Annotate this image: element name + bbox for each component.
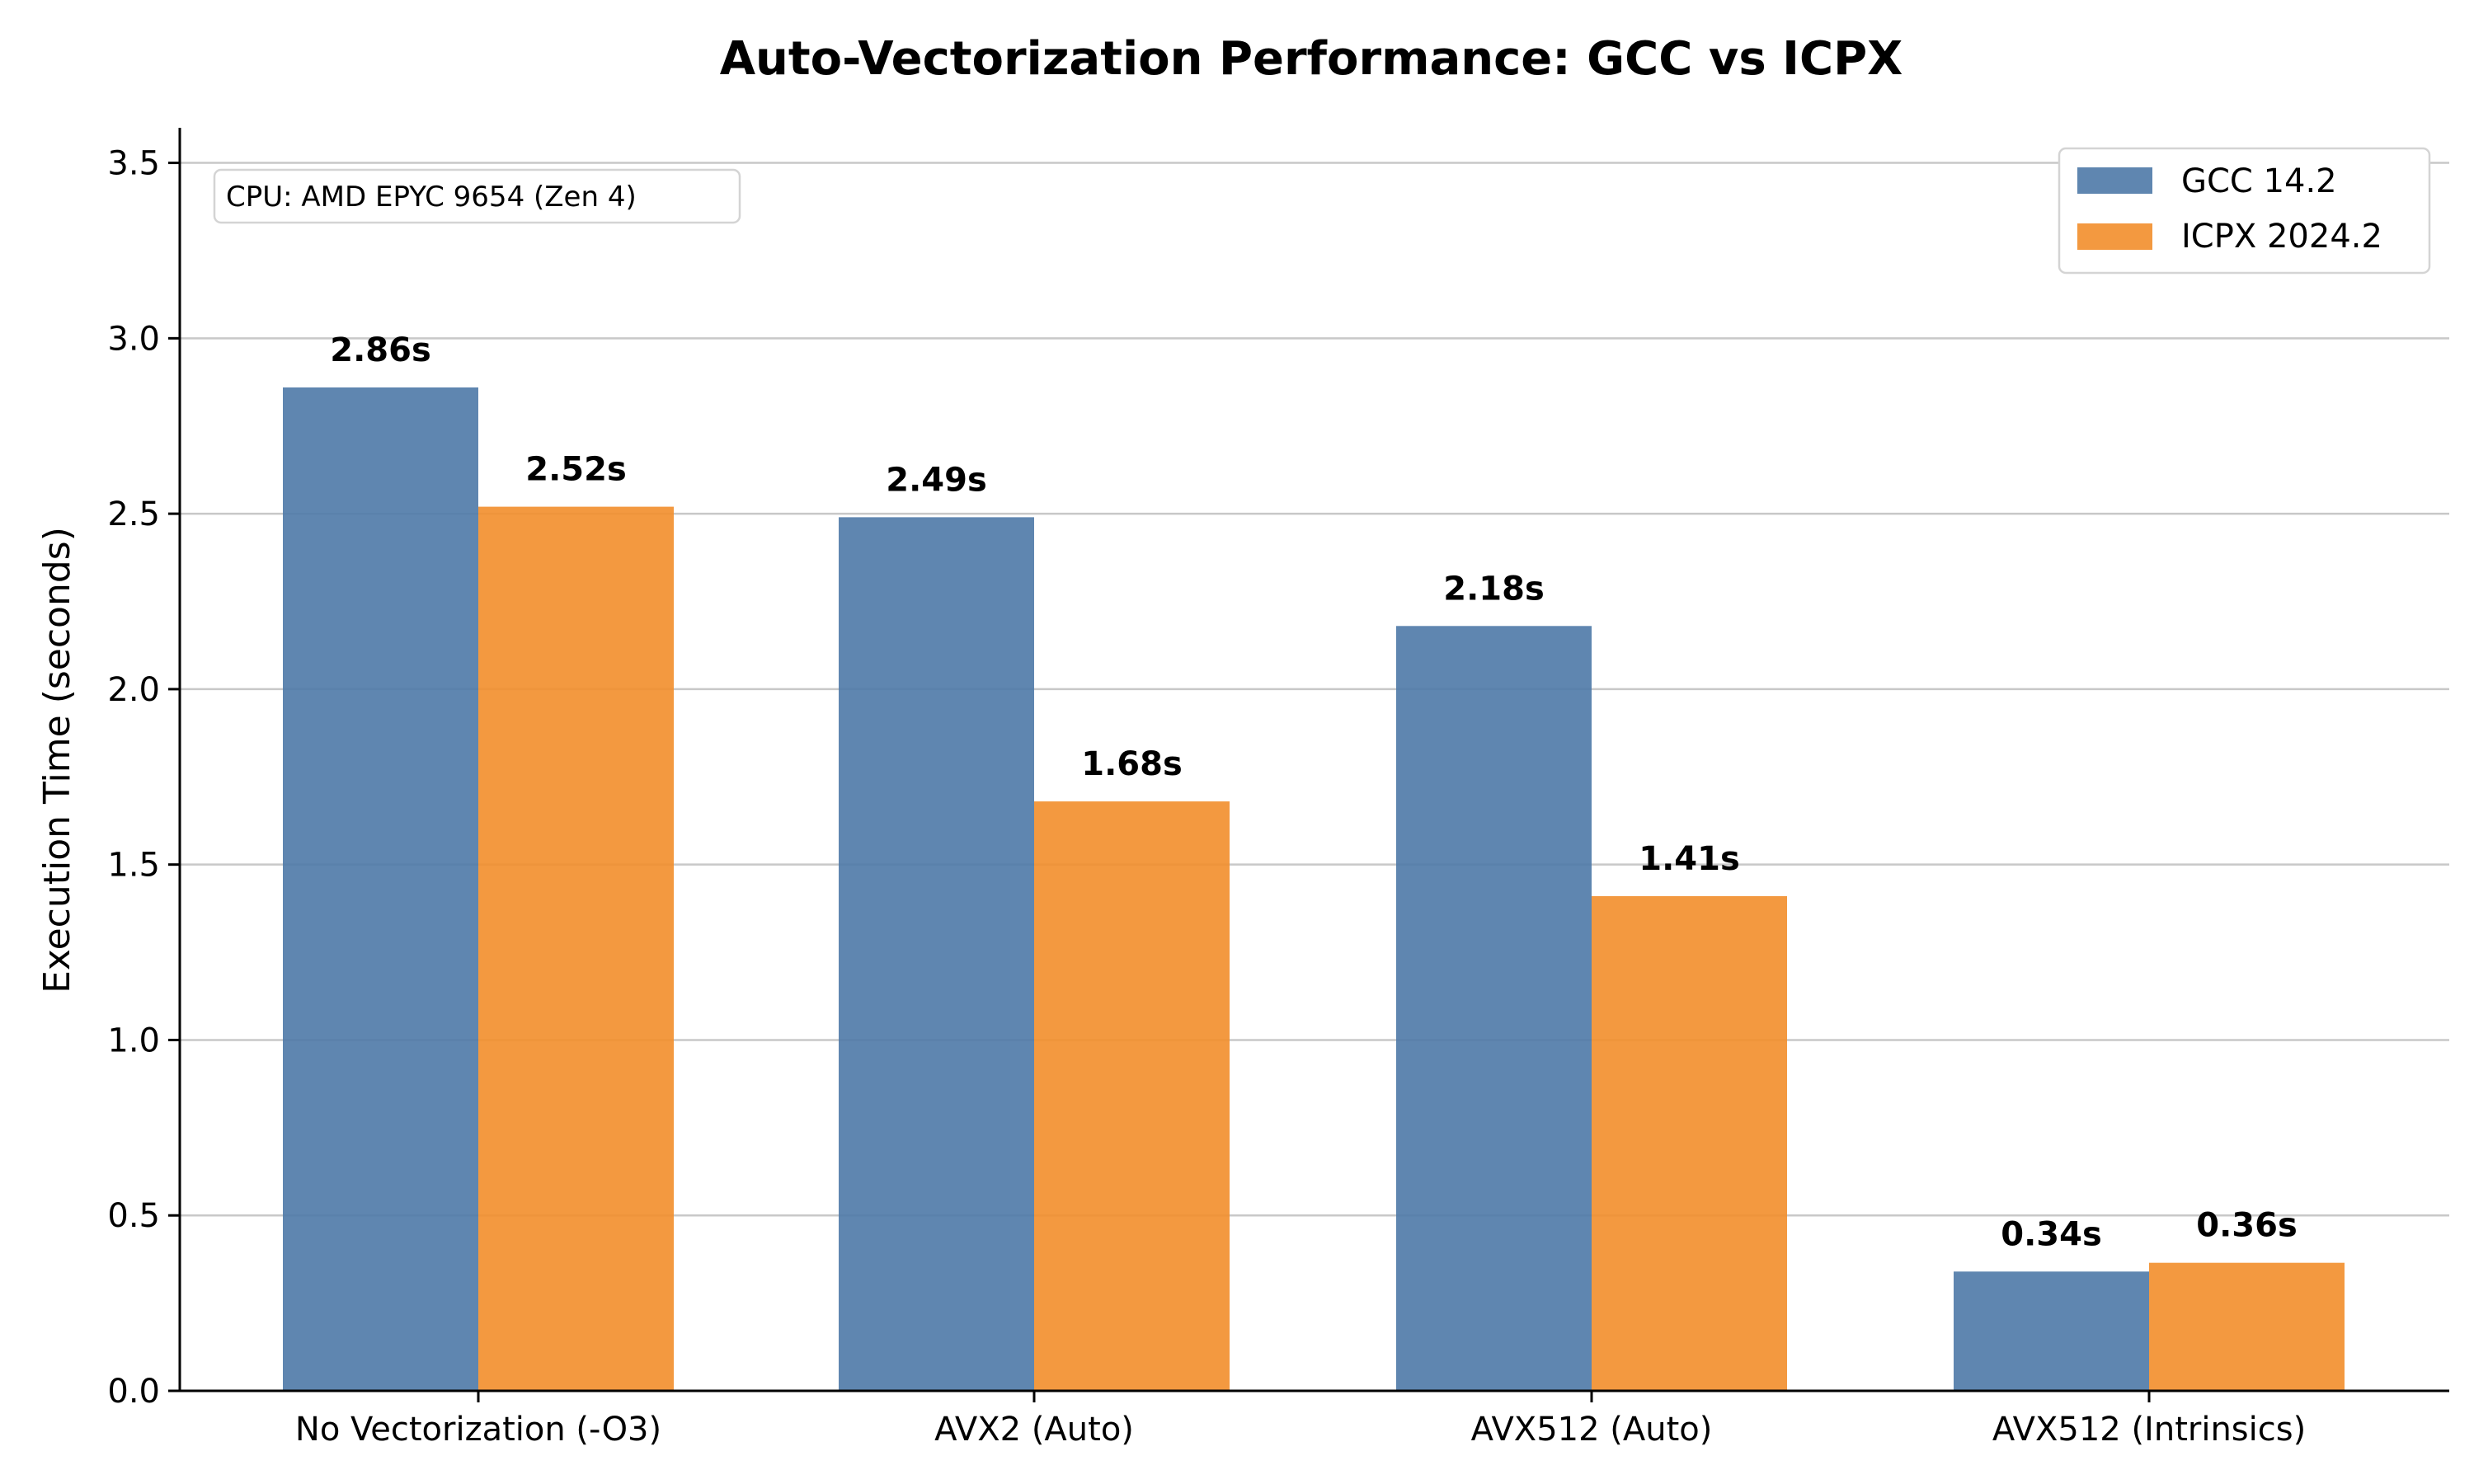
bar-icpx xyxy=(1592,895,1787,1391)
bar-value-label: 1.68s xyxy=(1081,745,1183,783)
bar-icpx xyxy=(478,506,674,1391)
y-tick-label: 1.0 xyxy=(107,1021,160,1059)
bar-value-label: 2.86s xyxy=(330,331,431,369)
x-tick-label: No Vectorization (-O3) xyxy=(295,1411,661,1449)
x-tick-label: AVX512 (Auto) xyxy=(1471,1411,1713,1449)
bar-gcc xyxy=(839,517,1034,1391)
axes: 0.0 0.5 1.0 1.5 2.0 2.5 3.0 3.5 No Vectorization… xyxy=(107,128,2449,1449)
chart-title: Auto-Vectorization Performance: GCC vs I… xyxy=(720,32,1903,86)
annotation-text: CPU: AMD EPYC 9654 (Zen 4) xyxy=(226,181,637,214)
bar-value-label: 0.36s xyxy=(2196,1207,2298,1245)
legend-label-icpx: ICPX 2024.2 xyxy=(2181,218,2382,256)
bar-value-label: 2.18s xyxy=(1443,570,1545,608)
y-tick-label: 3.5 xyxy=(107,145,160,183)
cpu-annotation: CPU: AMD EPYC 9654 (Zen 4) xyxy=(213,168,741,224)
bars xyxy=(283,387,2345,1391)
bar-value-label: 2.49s xyxy=(886,461,987,499)
y-axis-label: Execution Time (seconds) xyxy=(36,527,78,993)
bar-value-label: 0.34s xyxy=(2001,1215,2102,1253)
legend-label-gcc: GCC 14.2 xyxy=(2181,162,2337,200)
y-tick-label: 2.0 xyxy=(107,671,160,709)
x-tick-label: AVX512 (Intrinsics) xyxy=(1992,1411,2306,1449)
data-labels: 2.86s 2.52s 2.49s 1.68s 2.18s 1.41s 0.34s 0.36s xyxy=(330,331,2298,1253)
bar-gcc xyxy=(1954,1271,2149,1391)
bar-gcc xyxy=(283,387,478,1391)
annotation-box-frame xyxy=(213,168,741,224)
y-tick-label: 1.5 xyxy=(107,847,160,885)
legend-swatch-gcc xyxy=(2077,167,2152,194)
x-tick-label: AVX2 (Auto) xyxy=(934,1411,1134,1449)
y-tick-label: 3.0 xyxy=(107,320,160,358)
bar-gcc xyxy=(1396,626,1592,1391)
bar-value-label: 1.41s xyxy=(1639,840,1740,878)
y-tick-label: 0.5 xyxy=(107,1197,160,1235)
bar-value-label: 2.52s xyxy=(525,451,627,489)
bar-icpx xyxy=(2149,1262,2345,1391)
legend-swatch-icpx xyxy=(2077,223,2152,250)
y-tick-label: 0.0 xyxy=(107,1373,160,1411)
legend: GCC 14.2 ICPX 2024.2 xyxy=(2058,147,2431,275)
bar-icpx xyxy=(1034,801,1230,1391)
y-tick-label: 2.5 xyxy=(107,495,160,533)
